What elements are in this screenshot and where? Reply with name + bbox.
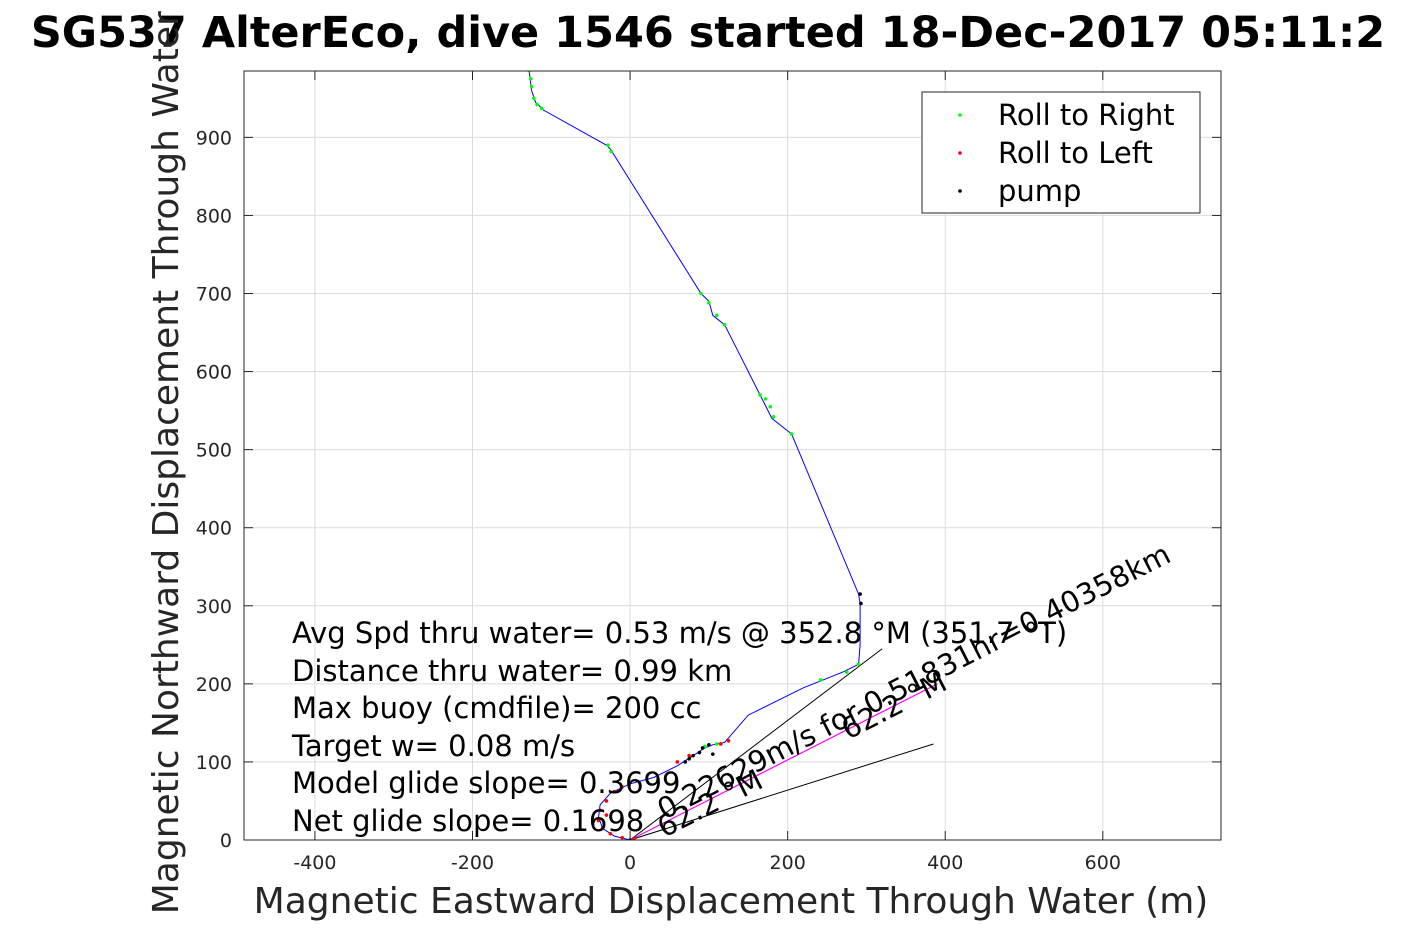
y-tick-label: 200 — [196, 674, 232, 696]
roll-right-point — [528, 77, 533, 81]
roll-right-point — [789, 432, 794, 436]
annot-avg-speed: Avg Spd thru water= 0.53 m/s @ 352.8 °M … — [292, 616, 1067, 650]
roll-right-point — [763, 397, 768, 401]
x-tick-label: -400 — [293, 852, 336, 874]
roll-left-point — [604, 799, 609, 803]
y-tick-label: 500 — [196, 440, 232, 462]
pump-point — [711, 752, 715, 756]
annot-model-glide: Model glide slope= 0.3699 — [292, 766, 680, 800]
tick-labels: -400 -200 0 200 400 600 0 100 200 300 400 500 600 700… — [196, 127, 1121, 874]
roll-right-point — [609, 149, 613, 154]
annot-distance: Distance thru water= 0.99 km — [292, 654, 732, 688]
roll-left-point — [675, 760, 680, 764]
plot-content — [527, 71, 938, 840]
roll-right-point — [844, 670, 849, 674]
roll-left-point — [600, 826, 605, 831]
roll-right-point — [529, 84, 534, 89]
legend-label-roll-right: Roll to Right — [998, 98, 1175, 132]
legend-box — [921, 91, 1201, 214]
chart-title: SG537 AlterEco, dive 1546 started 18-Dec… — [31, 8, 1385, 58]
roll-right-point — [758, 393, 762, 397]
legend-label-pump: pump — [998, 174, 1081, 208]
pump-point — [700, 746, 705, 750]
y-tick-label: 600 — [196, 362, 232, 384]
roll-left-point — [620, 785, 624, 789]
markers — [527, 71, 863, 840]
roll-left-point — [596, 818, 601, 823]
heading-line — [629, 743, 934, 840]
pump-point — [707, 742, 711, 747]
pump-point — [697, 750, 702, 755]
roll-right-point — [699, 291, 703, 296]
y-tick-label: 800 — [196, 205, 232, 227]
y-tick-label: 100 — [196, 752, 232, 774]
roll-right-point — [532, 96, 536, 101]
heading-line — [629, 648, 883, 840]
pump-point — [859, 601, 863, 606]
roll-left-point — [612, 789, 617, 794]
roll-left-point — [620, 835, 624, 840]
y-tick-label: 700 — [196, 284, 232, 306]
roll-right-point — [535, 102, 539, 107]
grid — [244, 71, 1221, 841]
y-tick-label: 0 — [220, 830, 232, 852]
annot-net-glide: Net glide slope= 0.1698 — [292, 804, 644, 838]
pump-point — [683, 760, 688, 764]
roll-right-point — [771, 415, 776, 419]
y-axis-label: Magnetic Northward Displacement Through … — [146, 0, 187, 914]
roll-right-point — [540, 106, 544, 111]
roll-right-point — [714, 742, 719, 746]
roll-left-point — [687, 753, 691, 758]
roll-right-point — [722, 322, 727, 327]
y-tick-label: 300 — [196, 596, 232, 618]
depth-avg-current-line — [629, 683, 938, 840]
x-axis-label: Magnetic Eastward Displacement Through W… — [254, 881, 1209, 922]
roll-left-point — [598, 808, 602, 813]
pump-point — [858, 592, 862, 596]
roll-right-point — [707, 301, 711, 305]
legend-label-roll-left: Roll to Left — [998, 136, 1153, 170]
x-tick-label: -200 — [451, 852, 494, 874]
roll-left-point — [718, 742, 723, 746]
roll-right-point — [818, 678, 823, 682]
y-tick-label: 900 — [196, 127, 232, 149]
x-tick-label: 200 — [770, 852, 806, 874]
roll-right-point — [714, 313, 719, 318]
pump-point — [691, 753, 695, 758]
track-layer — [528, 71, 861, 840]
plot-frame — [243, 70, 1222, 841]
ticks — [244, 71, 1221, 841]
glider-track-line — [528, 71, 861, 840]
annot-target-w: Target w= 0.08 m/s — [291, 729, 575, 763]
x-tick-label: 400 — [927, 852, 963, 874]
heading-lines — [629, 648, 938, 840]
roll-right-point — [606, 143, 610, 147]
roll-left-point — [632, 836, 636, 840]
pump-point — [687, 757, 691, 761]
roll-right-point — [768, 404, 773, 409]
y-tick-label: 400 — [196, 518, 232, 540]
roll-right-point — [856, 662, 861, 667]
legend-marker-pump — [958, 189, 962, 193]
legend-marker-roll-left — [958, 151, 962, 155]
legend: Roll to Right Roll to Left pump — [921, 91, 1201, 214]
annot-max-buoy: Max buoy (cmdfile)= 200 cc — [292, 691, 701, 725]
roll-left-point — [604, 813, 609, 817]
x-tick-label: 600 — [1085, 852, 1121, 874]
roll-left-point — [608, 831, 613, 836]
legend-marker-roll-right — [958, 113, 962, 117]
x-tick-label: 0 — [624, 852, 636, 874]
roll-left-point — [726, 739, 731, 743]
